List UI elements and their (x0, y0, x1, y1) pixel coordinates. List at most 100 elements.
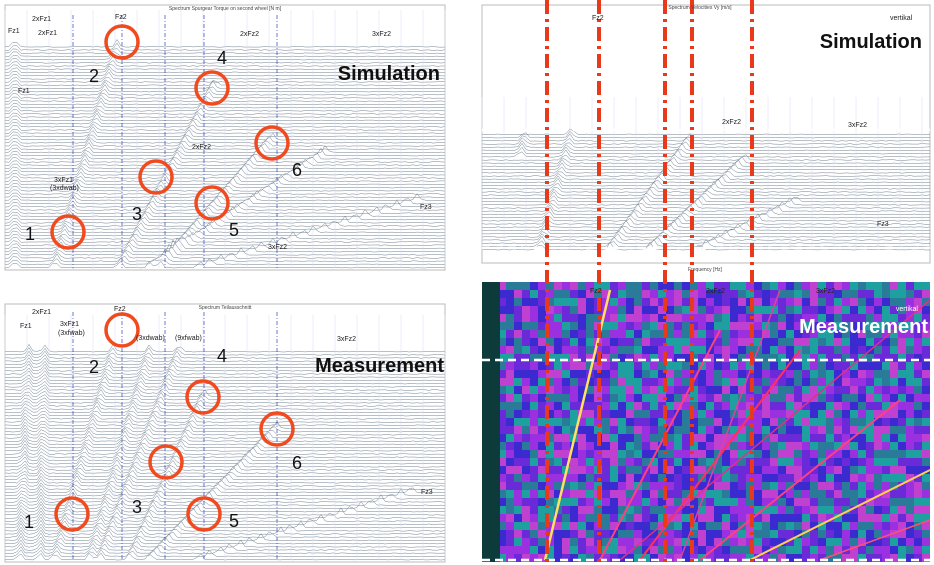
heat-cell (842, 410, 850, 418)
heat-cell (562, 530, 570, 538)
heat-cell (658, 538, 666, 546)
heat-cell (546, 370, 554, 378)
heat-cell (786, 426, 794, 434)
waterfall-trace (4, 357, 445, 366)
heat-cell (522, 426, 530, 434)
heat-cell (498, 282, 506, 290)
heat-cell (842, 506, 850, 514)
heat-cell (586, 290, 594, 298)
waterfall-trace (4, 363, 446, 372)
heat-cell (626, 522, 634, 530)
heat-cell (874, 426, 882, 434)
heat-cell (618, 530, 626, 538)
heat-cell (682, 322, 690, 330)
heat-cell (714, 514, 722, 522)
heat-cell (850, 394, 858, 402)
heat-cell (906, 410, 914, 418)
heat-cell (578, 474, 586, 482)
heat-cell (658, 458, 666, 466)
heat-cell (634, 538, 642, 546)
heat-cell (810, 418, 818, 426)
heat-cell (730, 482, 738, 490)
heat-cell (842, 434, 850, 442)
heat-cell (850, 354, 858, 362)
heat-cell (546, 338, 554, 346)
heat-cell (778, 314, 786, 322)
heat-cell (866, 426, 874, 434)
annotation: 2xFz1 (32, 309, 51, 316)
annotation: 3xFz2 (848, 122, 867, 129)
heat-cell (682, 314, 690, 322)
annotation: 2xFz1 (38, 30, 57, 37)
heat-cell (802, 378, 810, 386)
heat-cell (914, 442, 922, 450)
heat-cell (562, 282, 570, 290)
heat-cell (882, 426, 890, 434)
heat-cell (610, 298, 618, 306)
heat-cell (554, 482, 562, 490)
heat-cell (834, 426, 842, 434)
heat-cell (610, 522, 618, 530)
heat-cell (626, 346, 634, 354)
heat-cell (618, 474, 626, 482)
waterfall-trace (481, 172, 931, 180)
heat-cell (778, 330, 786, 338)
heat-cell (826, 458, 834, 466)
heat-cell (802, 458, 810, 466)
heat-cell (762, 386, 770, 394)
heat-cell (802, 330, 810, 338)
heat-cell (922, 554, 930, 562)
heat-cell (514, 402, 522, 410)
heat-cell (674, 514, 682, 522)
heat-cell (586, 362, 594, 370)
annotation: 3xFz1 (60, 321, 79, 328)
heat-cell (538, 362, 546, 370)
heat-cell (770, 338, 778, 346)
heat-cell (818, 442, 826, 450)
heat-cell (698, 426, 706, 434)
heat-cell (906, 450, 914, 458)
heat-cell (714, 378, 722, 386)
heat-cell (506, 330, 514, 338)
heat-cell (578, 530, 586, 538)
heat-cell (794, 338, 802, 346)
heat-cell (682, 546, 690, 554)
heat-cell (658, 282, 666, 290)
heat-cell (738, 306, 746, 314)
heat-cell (546, 418, 554, 426)
heat-cell (674, 498, 682, 506)
heat-cell (834, 530, 842, 538)
heat-cell (706, 282, 714, 290)
waterfall-trace (4, 462, 446, 471)
heat-cell (682, 442, 690, 450)
waterfall-trace (4, 500, 446, 510)
heat-cell (514, 482, 522, 490)
heat-cell (850, 522, 858, 530)
heat-cell (538, 546, 546, 554)
heat-cell (738, 290, 746, 298)
panel-label: Measurement (315, 355, 444, 377)
heat-cell (554, 450, 562, 458)
heat-cell (666, 290, 674, 298)
heat-cell (642, 514, 650, 522)
heat-cell (858, 410, 866, 418)
heat-cell (810, 522, 818, 530)
annotation: 2xFz2 (240, 31, 259, 38)
heat-cell (786, 442, 794, 450)
heat-cell (818, 322, 826, 330)
heat-cell (730, 362, 738, 370)
heat-cell (826, 362, 834, 370)
heat-cell (514, 458, 522, 466)
waterfall-trace (481, 130, 930, 139)
heat-cell (898, 442, 906, 450)
heat-cell (498, 418, 506, 426)
marker-number: 4 (217, 346, 227, 366)
heat-cell (778, 538, 786, 546)
heat-cell (842, 306, 850, 314)
heat-cell (866, 282, 874, 290)
heat-cell (722, 418, 730, 426)
heat-cell (914, 546, 922, 554)
heat-cell (778, 498, 786, 506)
waterfall-trace (481, 140, 931, 148)
heat-cell (722, 522, 730, 530)
